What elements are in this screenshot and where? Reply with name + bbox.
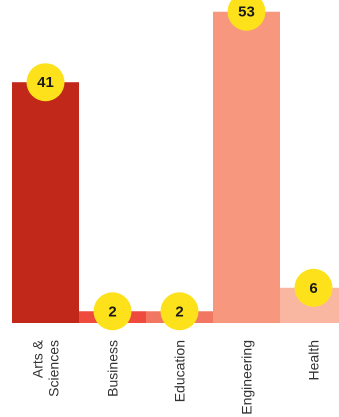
bar xyxy=(12,82,79,323)
data-label: 2 xyxy=(160,292,199,331)
category-label: Arts &Sciences xyxy=(30,339,62,396)
category-label: Business xyxy=(105,340,121,397)
data-label-bubble xyxy=(160,292,199,331)
data-label-value: 6 xyxy=(309,280,317,297)
data-label-value: 53 xyxy=(238,4,255,21)
data-label: 53 xyxy=(227,0,266,31)
category-label: Education xyxy=(172,340,188,402)
category-label: Engineering xyxy=(239,340,255,415)
data-label-bubble xyxy=(227,0,266,31)
data-label: 2 xyxy=(93,292,132,331)
data-label-bubble xyxy=(93,292,132,331)
bar xyxy=(213,11,280,324)
data-label-bubble xyxy=(294,268,333,307)
data-label-value: 2 xyxy=(108,303,116,320)
data-label-value: 2 xyxy=(175,303,183,320)
category-label: Health xyxy=(306,340,322,380)
data-label-bubble xyxy=(26,63,65,102)
data-label: 6 xyxy=(294,268,333,307)
data-label-value: 41 xyxy=(37,74,54,91)
data-label: 41 xyxy=(26,63,65,102)
